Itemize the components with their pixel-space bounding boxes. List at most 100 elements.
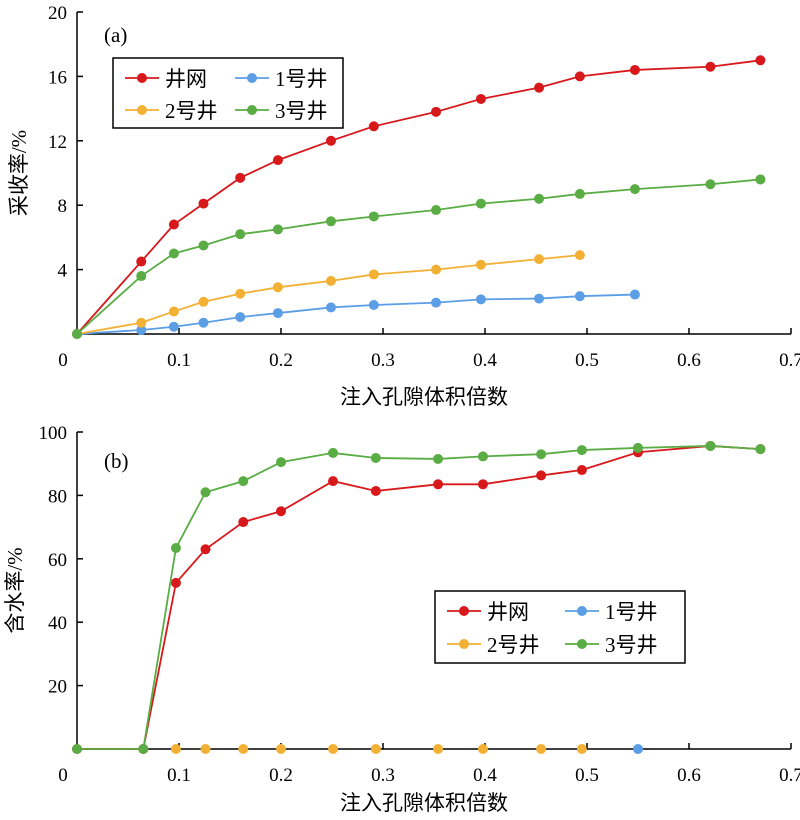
data-point (235, 172, 246, 183)
x-tick-label: 0.5 (575, 350, 599, 371)
series-2 (170, 744, 587, 754)
data-point (431, 297, 442, 308)
data-point (370, 485, 381, 496)
y-tick-label: 40 (48, 613, 67, 634)
data-point (574, 291, 585, 302)
x-tick-label: 0.4 (473, 350, 497, 371)
series-line (76, 178, 761, 335)
data-point (272, 308, 283, 319)
data-point (574, 250, 585, 261)
data-point (368, 211, 379, 222)
data-point (200, 744, 211, 754)
data-point (325, 135, 336, 146)
data-point (170, 577, 181, 588)
x-tick-label: 0.1 (167, 350, 191, 371)
y-tick-label: 60 (48, 550, 67, 571)
data-point (755, 174, 766, 185)
legend-box (112, 57, 344, 129)
legend: 井网 1号井 2号井 3号井 (434, 590, 686, 664)
x-tick-label: 0.1 (167, 765, 191, 786)
y-tick-label: 100 (39, 423, 68, 444)
data-point (431, 264, 442, 275)
x-tick-label: 0.6 (677, 350, 701, 371)
x-tick-label: 0.5 (575, 765, 599, 786)
data-point (368, 300, 379, 311)
y-tick-label: 8 (58, 196, 68, 217)
data-point (328, 447, 339, 458)
data-point (168, 248, 179, 259)
legend-swatch-marker (137, 105, 147, 115)
data-point (276, 457, 286, 468)
x-tick-label: 0.7 (779, 350, 800, 371)
legend: 井网 1号井 2号井 3号井 (112, 57, 344, 129)
data-point (370, 744, 381, 754)
data-point (325, 216, 336, 227)
data-point (238, 476, 249, 487)
legend-label: 3号井 (605, 633, 658, 657)
data-point (136, 324, 147, 335)
series-2 (72, 250, 585, 339)
legend-swatch-marker (459, 639, 469, 649)
data-point (235, 288, 246, 299)
chart-panel-a: 0 0.1 0.2 0.3 0.4 0.5 0.6 0.7 4 8 12 16 20 注入孔隙体积倍数 采收… (7, 3, 800, 409)
data-point (200, 487, 211, 498)
data-point (574, 188, 585, 199)
data-point (475, 294, 486, 305)
data-point (705, 179, 716, 190)
data-point (536, 470, 547, 481)
panel-label: (a) (104, 23, 127, 47)
data-point (433, 453, 444, 464)
data-point (138, 744, 149, 754)
series-0 (72, 55, 766, 339)
data-point (198, 317, 209, 328)
series-3 (72, 440, 766, 754)
data-point (433, 744, 444, 754)
legend-swatch-marker (247, 105, 257, 115)
data-point (136, 271, 147, 282)
data-point (576, 465, 587, 476)
legend-swatch-marker (577, 639, 587, 649)
data-point (368, 269, 379, 280)
legend-box (434, 590, 686, 664)
data-point (705, 61, 716, 72)
y-tick-label: 20 (48, 3, 67, 24)
x-tick-label: 0.6 (677, 765, 701, 786)
data-point (475, 93, 486, 104)
data-point (477, 479, 488, 490)
x-tick-label: 0.2 (269, 765, 293, 786)
x-tick-label: 0.2 (269, 350, 293, 371)
y-tick-label: 20 (48, 677, 67, 698)
data-point (629, 64, 640, 75)
x-axis-label: 注入孔隙体积倍数 (340, 791, 508, 815)
data-point (477, 451, 488, 462)
series-line (76, 293, 635, 335)
data-point (755, 55, 766, 66)
y-tick-label: 80 (48, 486, 67, 507)
panel-label: (b) (104, 449, 129, 473)
data-point (168, 219, 179, 230)
x-tick-label: 0.7 (779, 765, 800, 786)
data-point (475, 259, 486, 270)
data-point (325, 302, 336, 313)
data-point (198, 198, 209, 209)
x-tick-label: 0.4 (473, 765, 497, 786)
y-tick-label: 12 (48, 132, 67, 153)
data-point (170, 744, 181, 754)
y-tick-label: 16 (48, 67, 67, 88)
series-1 (633, 744, 643, 754)
data-point (477, 744, 488, 754)
data-point (431, 106, 442, 117)
data-point (198, 240, 209, 251)
legend-label: 1号井 (275, 67, 328, 91)
x-axis-label: 注入孔隙体积倍数 (340, 385, 508, 409)
data-point (370, 452, 381, 463)
legend-label: 3号井 (275, 99, 328, 123)
data-point (534, 82, 545, 93)
legend-label: 2号井 (165, 99, 218, 123)
data-point (536, 449, 547, 460)
x-tick-label: 0.3 (371, 350, 395, 371)
data-point (629, 289, 640, 300)
data-point (536, 744, 547, 754)
data-point (755, 444, 766, 455)
